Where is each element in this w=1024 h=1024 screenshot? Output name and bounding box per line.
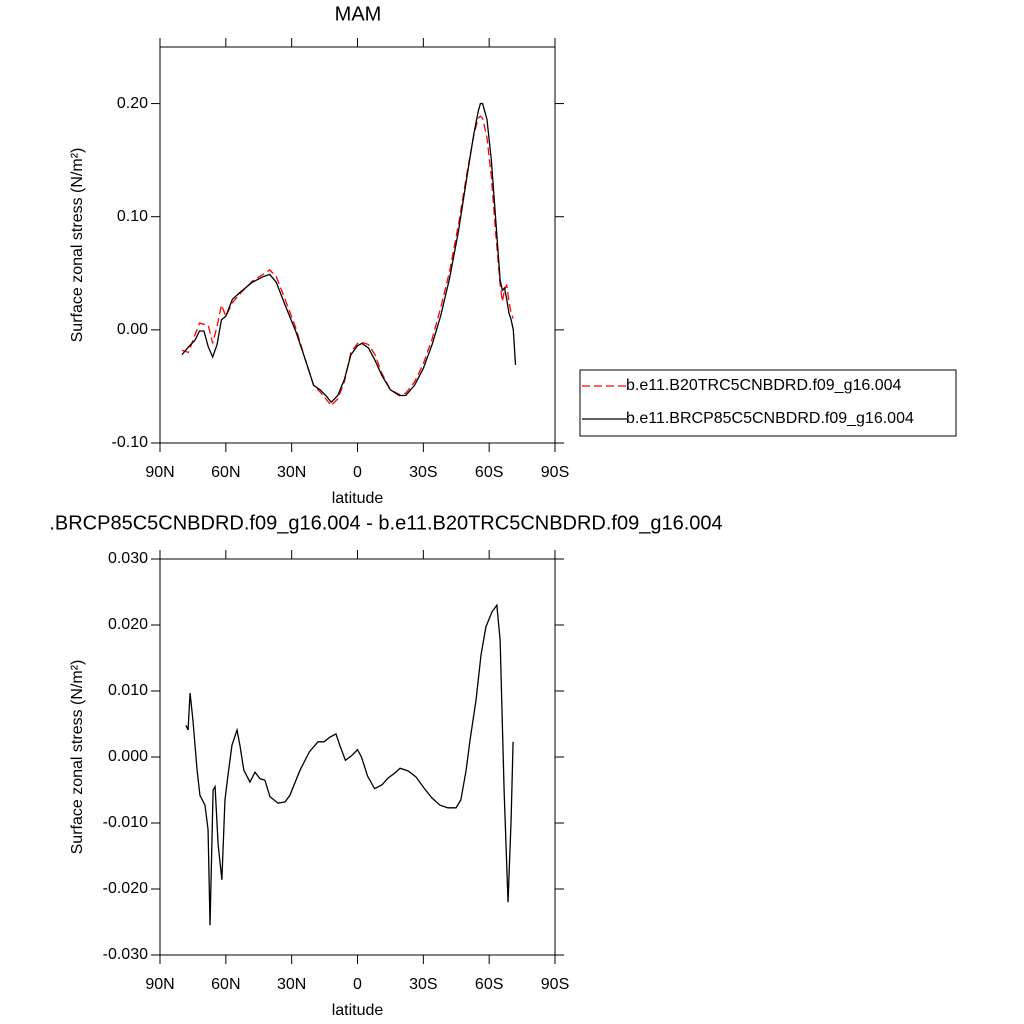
data-line [181, 102, 517, 404]
x-tick-label: 0 [353, 976, 362, 993]
x-axis-label: latitude [332, 490, 384, 507]
plot-frame [159, 46, 556, 444]
y-tick-label: 0.000 [108, 748, 148, 765]
y-tick-label: 0.030 [108, 550, 148, 567]
x-tick-label: 60N [211, 976, 240, 993]
y-tick-label: 0.20 [117, 95, 148, 112]
x-tick-label: 60S [475, 464, 503, 481]
y-tick-label: -0.10 [112, 434, 149, 451]
x-tick-label: 60S [475, 976, 503, 993]
y-tick-label: 0.10 [117, 208, 148, 225]
x-tick-label: 30N [277, 464, 306, 481]
x-axis-label: latitude [332, 1002, 384, 1019]
x-tick-label: 90N [145, 976, 174, 993]
legend-label: b.e11.B20TRC5CNBDRD.f09_g16.004 [626, 377, 902, 394]
plot-frame [159, 558, 556, 956]
x-tick-label: 90N [145, 464, 174, 481]
y-tick-label: -0.010 [103, 814, 148, 831]
data-line [185, 603, 514, 926]
x-tick-label: 60N [211, 464, 240, 481]
legend-box [579, 369, 957, 437]
chart-title: .BRCP85C5CNBDRD.f09_g16.004 - b.e11.B20T… [49, 512, 722, 534]
y-axis-label: Surface zonal stress (N/m²) [69, 660, 86, 855]
x-tick-label: 90S [541, 464, 569, 481]
y-axis-label: Surface zonal stress (N/m²) [69, 148, 86, 343]
legend-label: b.e11.BRCP85C5CNBDRD.f09_g16.004 [626, 410, 914, 427]
x-tick-label: 30N [277, 976, 306, 993]
y-tick-label: -0.020 [103, 880, 148, 897]
y-tick-label: 0.00 [117, 321, 148, 338]
x-tick-label: 30S [409, 464, 437, 481]
data-line [181, 115, 514, 407]
y-tick-label: 0.020 [108, 616, 148, 633]
y-tick-label: -0.030 [103, 946, 148, 963]
y-tick-label: 0.010 [108, 682, 148, 699]
x-tick-label: 90S [541, 976, 569, 993]
x-tick-label: 0 [353, 464, 362, 481]
chart-title: MAM [335, 3, 382, 25]
x-tick-label: 30S [409, 976, 437, 993]
